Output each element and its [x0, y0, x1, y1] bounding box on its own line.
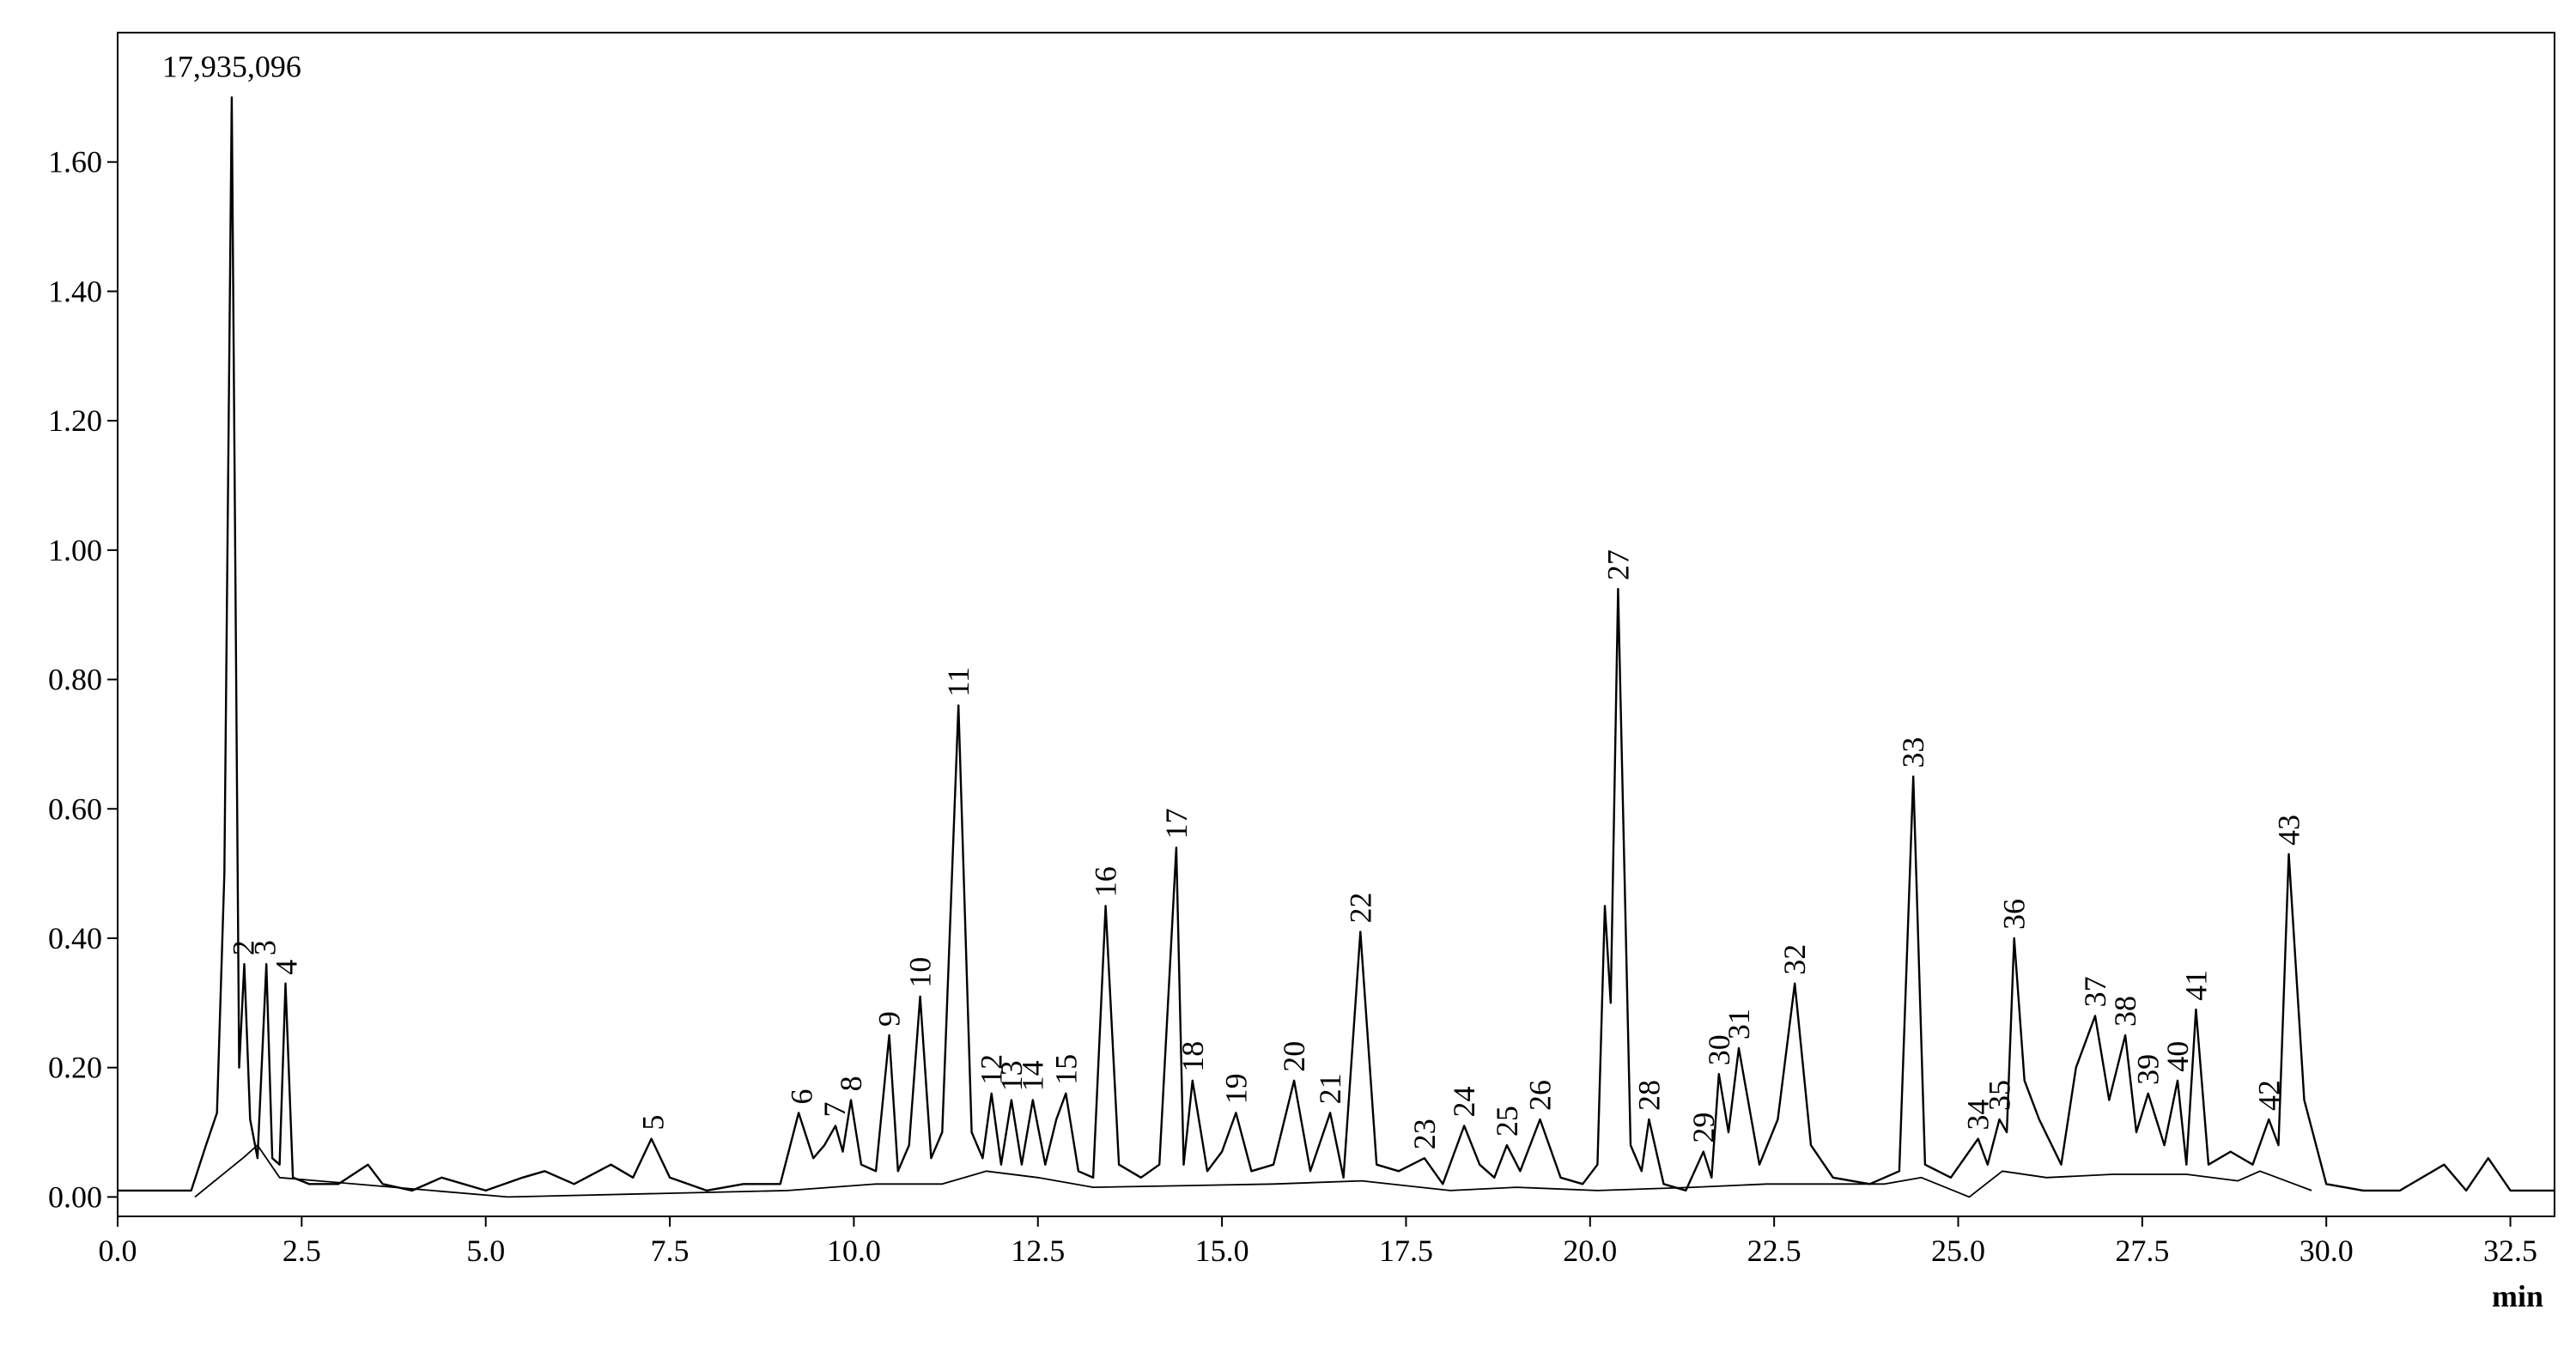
peak-label: 43: [2271, 815, 2306, 846]
x-tick-label: 30.0: [2300, 1234, 2354, 1268]
peak-label: 2: [227, 940, 261, 955]
baseline-line: [194, 1144, 2312, 1198]
peak-label: 27: [1601, 549, 1635, 580]
x-tick-label: 22.5: [1747, 1234, 1801, 1268]
peak-label: 21: [1313, 1073, 1347, 1104]
y-tick-label: 0.00: [48, 1179, 102, 1214]
peak-label: 28: [1631, 1080, 1666, 1111]
peak-label: 37: [2078, 976, 2112, 1007]
x-axis-label: min: [2492, 1279, 2543, 1313]
peak-label: 25: [1490, 1106, 1524, 1137]
peak-label: 10: [903, 957, 938, 988]
peak-label: 6: [785, 1088, 819, 1104]
peak-label: 30: [1702, 1034, 1736, 1065]
x-tick-label: 32.5: [2483, 1234, 2537, 1268]
y-tick-label: 0.20: [48, 1051, 102, 1085]
peak-label: 40: [2160, 1041, 2195, 1072]
peak-label: 20: [1277, 1041, 1311, 1072]
y-tick-label: 1.60: [48, 145, 102, 179]
peak-label: 4: [269, 960, 303, 975]
y-tick-label: 0.60: [48, 791, 102, 826]
peak-label: 16: [1089, 866, 1123, 897]
peak-label: 9: [872, 1011, 907, 1027]
peak-label: 33: [1896, 737, 1930, 768]
y-tick-label: 0.80: [48, 663, 102, 697]
x-tick-label: 25.0: [1931, 1234, 1985, 1268]
peak-label: 15: [1048, 1054, 1083, 1085]
peak-label: 13: [994, 1060, 1029, 1091]
plot-frame: [117, 32, 2555, 1217]
y-tick-label: 1.40: [48, 274, 102, 308]
peak-label: 39: [2131, 1054, 2166, 1085]
peak-label: 19: [1218, 1073, 1253, 1104]
peak-label: 18: [1176, 1041, 1210, 1072]
peak-label: 26: [1523, 1080, 1558, 1111]
x-tick-label: 20.0: [1563, 1234, 1617, 1268]
x-tick-label: 0.0: [99, 1234, 137, 1268]
peak-label: 41: [2178, 970, 2213, 1001]
peak-label: 12: [975, 1054, 1009, 1085]
peak-label: 31: [1722, 1009, 1756, 1040]
peak-label: 23: [1407, 1119, 1442, 1149]
trace-line: [118, 96, 2555, 1192]
x-tick-label: 17.5: [1379, 1234, 1433, 1268]
peak-label: 5: [635, 1115, 670, 1131]
peak-label: 17: [1159, 808, 1194, 839]
peak-label: 32: [1777, 944, 1812, 975]
peak-label: 34: [1961, 1100, 1996, 1131]
x-tick-label: 7.5: [651, 1234, 690, 1268]
peak-label: 35: [1983, 1080, 2017, 1111]
x-tick-label: 2.5: [283, 1234, 321, 1268]
x-tick-label: 15.0: [1195, 1234, 1249, 1268]
peak-label: 24: [1447, 1087, 1481, 1118]
peak-label: 29: [1686, 1113, 1721, 1143]
y-tick-label: 1.00: [48, 533, 102, 567]
peak-label: 42: [2251, 1080, 2286, 1111]
x-tick-label: 12.5: [1011, 1234, 1065, 1268]
peak-label: 22: [1343, 892, 1377, 923]
y-tick-label: 1.20: [48, 403, 102, 438]
x-tick-label: 5.0: [466, 1234, 505, 1268]
x-tick-label: 27.5: [2115, 1234, 2169, 1268]
peak-label: 36: [1997, 899, 2032, 930]
peak-label: 7: [817, 1102, 852, 1118]
peak-label: 14: [1016, 1060, 1050, 1091]
y-tick-label: 0.40: [48, 921, 102, 955]
top-annotation: 17,935,096: [162, 49, 301, 83]
peak-label: 3: [247, 940, 282, 955]
peak-label: 38: [2108, 996, 2142, 1027]
peak-label: 11: [941, 667, 975, 697]
x-tick-label: 10.0: [827, 1234, 881, 1268]
peak-label: 8: [834, 1076, 868, 1091]
